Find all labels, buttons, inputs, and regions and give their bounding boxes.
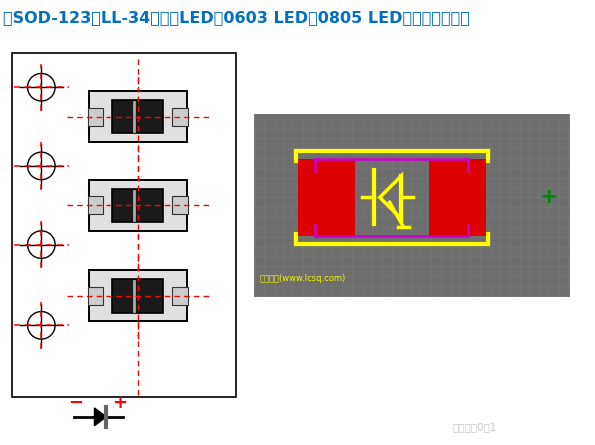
Bar	[428, 159, 486, 236]
Bar	[172, 108, 188, 125]
Bar	[89, 91, 187, 142]
Text: +: +	[540, 187, 558, 207]
Bar	[89, 270, 187, 321]
Text: 立创论坛(www.lcsq.com): 立创论坛(www.lcsq.com)	[260, 274, 346, 283]
Bar	[87, 108, 104, 125]
Text: −: −	[68, 394, 83, 412]
Bar	[87, 287, 104, 305]
Bar	[254, 114, 569, 296]
Bar	[172, 287, 188, 305]
Text: 嵌入式从0到1: 嵌入式从0到1	[453, 423, 497, 433]
Text: +: +	[112, 394, 127, 412]
Bar	[112, 189, 164, 222]
Bar	[172, 196, 188, 214]
Bar	[112, 100, 164, 134]
Bar	[87, 196, 104, 214]
Bar	[12, 53, 236, 397]
Bar	[112, 279, 164, 312]
Text: 例SOD-123、LL-34、贴片LED（0603 LED、0805 LED）等等的二极管: 例SOD-123、LL-34、贴片LED（0603 LED、0805 LED）等…	[3, 11, 470, 25]
Polygon shape	[95, 408, 107, 426]
Bar	[298, 159, 355, 236]
Bar	[89, 180, 187, 231]
